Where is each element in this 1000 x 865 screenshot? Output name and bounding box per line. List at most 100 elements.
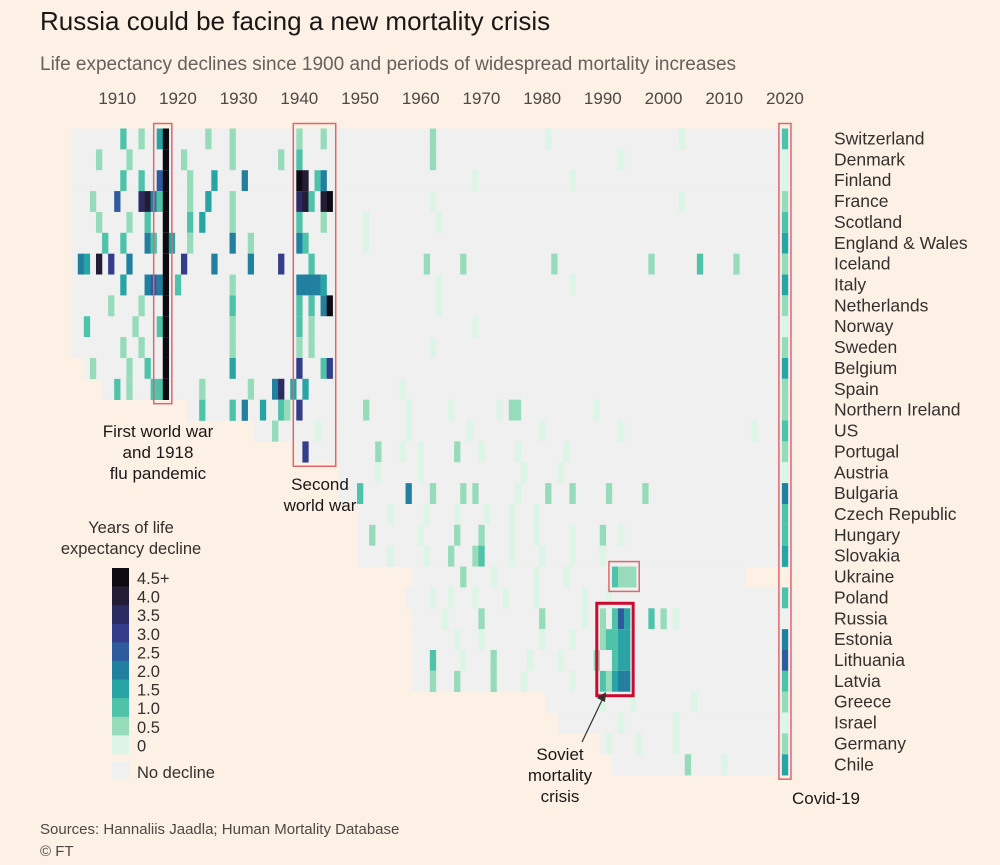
decline-cell [520, 462, 528, 484]
decline-cell [132, 316, 139, 338]
row-background [187, 399, 795, 421]
country-label: Czech Republic [834, 504, 957, 524]
legend-label: 1.0 [137, 700, 160, 718]
decline-cell [569, 170, 576, 192]
decline-cell [678, 191, 685, 213]
decline-cell [781, 650, 789, 672]
country-label: Italy [834, 275, 866, 295]
decline-cell [781, 378, 789, 400]
decline-cell [138, 295, 145, 317]
legend-swatch [112, 679, 129, 699]
decline-cell [399, 441, 406, 463]
decline-cell [296, 337, 303, 359]
decline-cell [605, 733, 613, 755]
row-background [338, 462, 795, 484]
decline-cell [781, 232, 789, 254]
decline-cell [593, 399, 600, 421]
x-tick-label: 1920 [159, 89, 197, 108]
decline-cell [326, 357, 333, 380]
decline-cell [429, 149, 437, 171]
x-tick-label: 2000 [645, 89, 683, 108]
decline-cell [484, 503, 491, 526]
country-label: US [834, 421, 858, 441]
decline-cell [533, 524, 540, 546]
country-label: Norway [834, 316, 894, 336]
legend-swatch [112, 735, 129, 755]
heatmap-cells [71, 128, 795, 776]
decline-cell [781, 128, 789, 150]
decline-cell [284, 399, 291, 421]
decline-cell [199, 378, 206, 400]
decline-cell [781, 670, 789, 693]
decline-cell [126, 211, 133, 234]
decline-cell [423, 545, 431, 567]
decline-cell [781, 420, 789, 442]
annotation-label-ww2: Second [291, 475, 349, 494]
decline-cell [781, 191, 789, 213]
annotation-box-covid [778, 122, 792, 780]
decline-cell [460, 253, 467, 275]
decline-cell [302, 170, 309, 192]
decline-cell [278, 253, 285, 275]
decline-cell [320, 274, 327, 296]
decline-cell [387, 503, 394, 526]
decline-cell [162, 357, 170, 380]
decline-cell [278, 378, 285, 400]
decline-cell [581, 608, 588, 630]
legend-label: 0 [137, 737, 146, 755]
decline-cell [144, 191, 151, 213]
decline-cell [302, 232, 309, 254]
decline-cell [781, 545, 789, 567]
decline-cell [514, 483, 522, 505]
chart-title: Russia could be facing a new mortality c… [40, 6, 551, 36]
decline-cell [618, 670, 625, 693]
legend-swatch [112, 642, 129, 662]
decline-cell [375, 441, 382, 463]
decline-cell [357, 483, 364, 505]
decline-cell [296, 399, 303, 421]
country-label: Spain [834, 379, 879, 399]
country-label: Hungary [834, 525, 900, 545]
decline-cell [569, 670, 576, 693]
x-tick-label: 1960 [402, 89, 440, 108]
decline-cell [472, 316, 479, 338]
decline-cell [314, 420, 321, 442]
decline-cell [454, 503, 461, 526]
country-label: Chile [834, 754, 874, 774]
annotation-label-soviet: Soviet [536, 745, 584, 764]
x-tick-label: 1980 [523, 89, 561, 108]
decline-cell [320, 128, 327, 150]
decline-cell [205, 128, 212, 150]
decline-cell [630, 566, 637, 588]
country-label: France [834, 191, 888, 211]
decline-cell [296, 191, 303, 213]
decline-cell [781, 691, 789, 713]
decline-cell [278, 399, 285, 421]
decline-cell [539, 608, 546, 630]
legend-swatch [112, 661, 129, 680]
annotations: First world war and 1918 flu pandemic Secon… [103, 122, 860, 808]
decline-cell [229, 337, 236, 359]
decline-cell [429, 670, 437, 693]
row-background [338, 483, 795, 505]
annotation-box-ww2 [292, 122, 337, 468]
decline-cell [308, 191, 315, 213]
decline-cell [156, 274, 163, 296]
country-label: Lithuania [834, 650, 905, 670]
row-background [71, 170, 795, 192]
decline-cell [95, 211, 103, 234]
country-label: Israel [834, 713, 877, 733]
country-label: Estonia [834, 629, 893, 649]
decline-cell [611, 670, 619, 693]
decline-cell [781, 587, 789, 609]
decline-cell [672, 733, 679, 755]
decline-cell [478, 629, 485, 651]
decline-cell [581, 587, 588, 609]
decline-cell [539, 629, 546, 651]
decline-cell [162, 128, 170, 150]
decline-cell [618, 524, 625, 546]
row-background [357, 503, 795, 526]
legend-swatch [112, 568, 129, 587]
decline-cell [247, 378, 255, 400]
